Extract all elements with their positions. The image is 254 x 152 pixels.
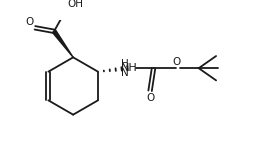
- Polygon shape: [53, 30, 73, 57]
- Text: H
N: H N: [121, 59, 129, 78]
- Text: O: O: [26, 17, 34, 27]
- Text: O: O: [172, 57, 180, 67]
- Text: NH: NH: [121, 63, 138, 73]
- Text: OH: OH: [67, 0, 83, 9]
- Text: O: O: [146, 93, 154, 102]
